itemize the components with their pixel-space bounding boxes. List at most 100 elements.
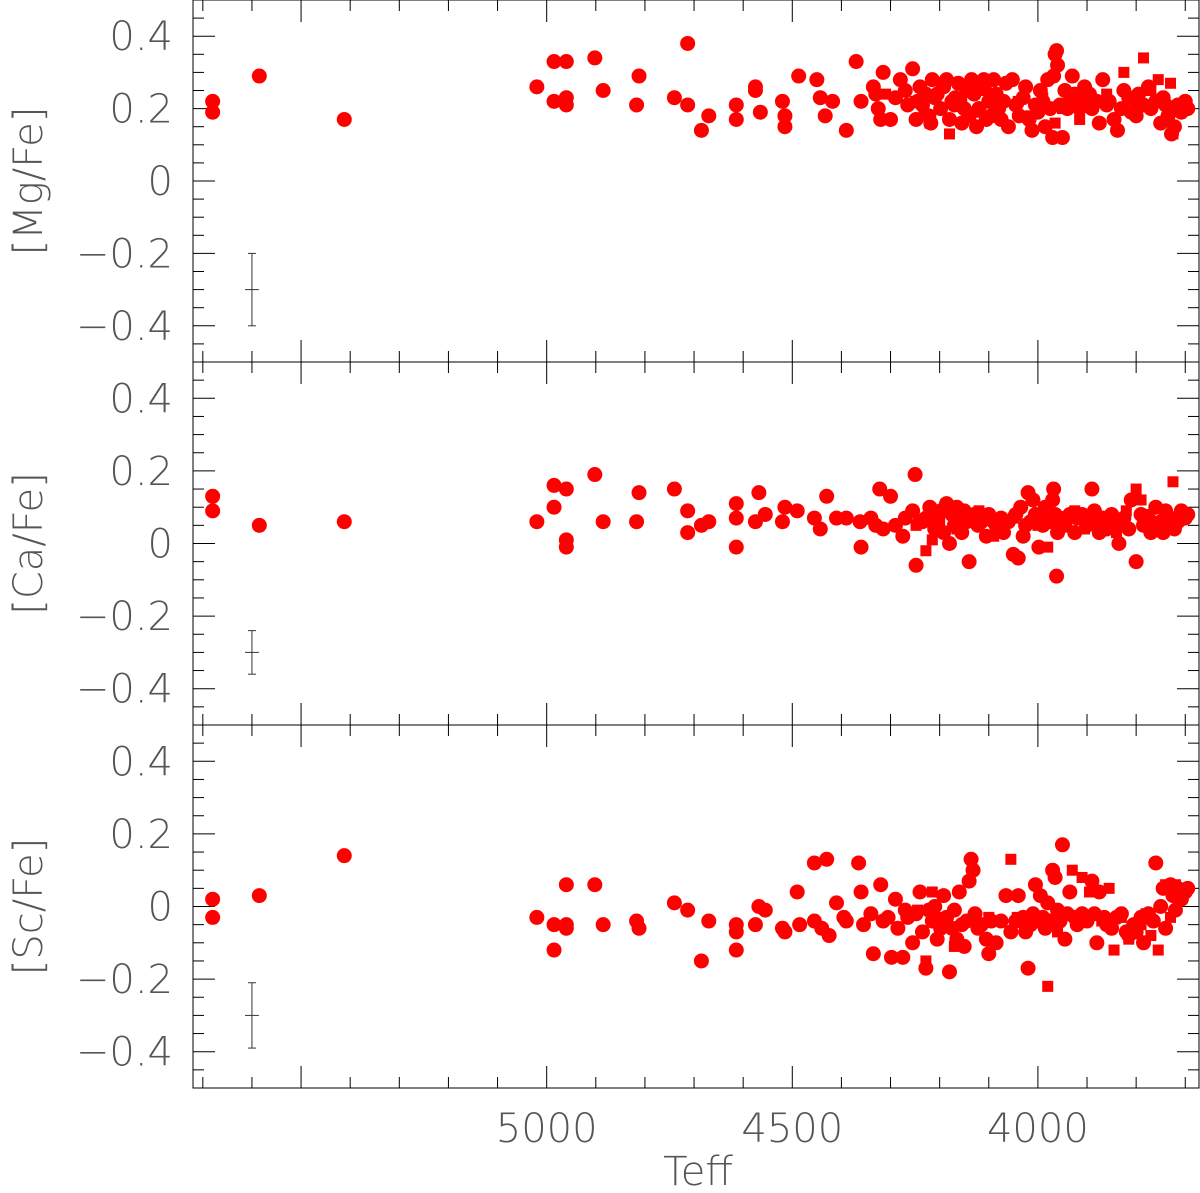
data-point-square	[1165, 77, 1177, 89]
data-point-circle	[701, 514, 717, 530]
data-point-circle	[546, 942, 562, 958]
data-point-square	[910, 519, 922, 531]
data-point-circle	[1024, 122, 1040, 138]
data-point-circle	[1047, 869, 1063, 885]
y-tick-label: −0.2	[76, 231, 173, 277]
data-point-circle	[1050, 57, 1066, 73]
data-point-circle	[961, 554, 977, 570]
data-point-circle	[251, 68, 267, 84]
data-point-circle	[587, 50, 603, 66]
data-point-circle	[558, 877, 574, 893]
data-point-circle	[1128, 554, 1144, 570]
data-point-circle	[1121, 521, 1137, 537]
data-point-circle	[791, 68, 807, 84]
data-point-circle	[905, 503, 921, 519]
y-tick-label: 0.2	[109, 812, 173, 858]
data-point-circle	[912, 884, 928, 900]
data-point-circle	[1049, 568, 1065, 584]
data-point-circle	[666, 481, 682, 497]
data-point-circle	[895, 949, 911, 965]
data-point-circle	[777, 108, 793, 124]
data-point-circle	[1158, 920, 1174, 936]
data-point-circle	[884, 949, 900, 965]
data-point-circle	[1046, 481, 1062, 497]
data-point-square	[1123, 933, 1135, 945]
data-point-circle	[629, 514, 645, 530]
data-point-circle	[728, 539, 744, 555]
data-point-circle	[863, 906, 879, 922]
data-point-circle	[883, 111, 899, 127]
data-point-circle	[1095, 72, 1111, 88]
data-point-circle	[680, 97, 696, 113]
data-point-circle	[853, 93, 869, 109]
data-point-circle	[1054, 837, 1070, 853]
data-point-square	[1140, 508, 1152, 520]
data-point-square	[1079, 523, 1091, 535]
data-point-circle	[817, 108, 833, 124]
data-point-square	[1167, 476, 1179, 488]
data-point-circle	[205, 104, 221, 120]
y-tick-label: 0.4	[109, 739, 173, 785]
data-point-circle	[701, 108, 717, 124]
data-point-circle	[1045, 492, 1061, 508]
data-point-circle	[728, 924, 744, 940]
data-point-circle	[1160, 108, 1176, 124]
data-point-circle	[1025, 492, 1041, 508]
data-point-circle	[251, 517, 267, 533]
data-point-square	[1012, 95, 1024, 107]
panel-middle: −0.4 −0.2 0 0.2 0.4 [Ca/Fe]	[6, 361, 1200, 726]
data-point-circle	[988, 935, 1004, 951]
data-point-square	[1056, 103, 1068, 115]
data-point-circle	[777, 924, 793, 940]
data-point-circle	[865, 946, 881, 962]
data-point-square	[1169, 879, 1181, 891]
data-point-circle	[251, 888, 267, 904]
x-tick-label: 4000	[987, 1106, 1089, 1152]
data-point-circle	[595, 514, 611, 530]
data-point-circle	[1111, 536, 1127, 551]
data-point-circle	[1064, 68, 1080, 84]
data-point-square	[1108, 944, 1120, 956]
y-tick-label: 0	[148, 159, 173, 205]
data-point-circle	[789, 503, 805, 519]
data-point-circle	[792, 917, 808, 933]
x-axis-title: Teff	[663, 1149, 733, 1193]
y-tick-label: −0.2	[76, 957, 173, 1003]
data-point-square	[1054, 519, 1066, 531]
data-point-square	[924, 117, 936, 129]
data-point-circle	[666, 895, 682, 911]
data-point-square	[1140, 908, 1152, 920]
chart-panels: −0.4 −0.2 0 0.2 0.4 [Mg/Fe] −0.4 −0.2 0 0.2 0.4 [Ca…	[6, 0, 1200, 1152]
data-point-circle	[872, 481, 888, 497]
data-point-circle	[777, 119, 793, 135]
data-point-square	[956, 95, 968, 107]
data-point-circle	[205, 488, 221, 504]
data-point-circle	[728, 942, 744, 958]
data-point-square	[1076, 871, 1088, 883]
data-point-square	[1042, 541, 1054, 553]
data-point-circle	[631, 485, 647, 501]
data-point-circle	[595, 83, 611, 98]
data-point-circle	[873, 877, 889, 893]
data-point-circle	[529, 514, 545, 530]
data-point-circle	[1180, 880, 1196, 896]
data-point-circle	[897, 83, 913, 98]
data-point-square	[1160, 879, 1172, 891]
data-point-square	[1007, 512, 1019, 524]
data-point-circle	[747, 79, 763, 95]
data-point-circle	[1143, 525, 1159, 541]
data-point-circle	[819, 851, 835, 867]
data-point-circle	[774, 514, 790, 530]
data-point-circle	[558, 481, 574, 497]
data-point-circle	[1037, 119, 1053, 135]
data-point-circle	[905, 935, 921, 951]
data-point-square	[1052, 926, 1064, 938]
data-point-circle	[529, 909, 545, 925]
y-axis-title: [Ca/Fe]	[6, 472, 52, 615]
data-point-square	[1174, 99, 1186, 111]
data-point-square	[1152, 944, 1164, 956]
data-point-circle	[806, 855, 822, 871]
data-point-circle	[205, 909, 221, 925]
data-point-circle	[951, 884, 967, 900]
y-tick-label: −0.4	[76, 1030, 173, 1076]
